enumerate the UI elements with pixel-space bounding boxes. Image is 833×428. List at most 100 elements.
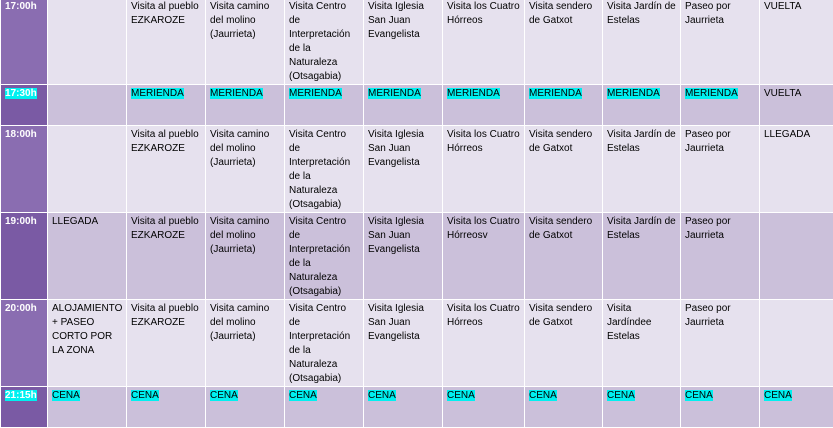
schedule-cell: Visita Iglesia San Juan Evangelista bbox=[364, 300, 443, 387]
activity-text: Paseo por Jaurrieta bbox=[685, 303, 731, 328]
time-cell: 20:00h bbox=[1, 300, 48, 387]
schedule-cell: Visita camino del molino (Jaurrieta) bbox=[206, 213, 285, 300]
activity-text: CENA bbox=[607, 390, 635, 401]
activity-text: Visita camino del molino (Jaurrieta) bbox=[210, 303, 269, 342]
activity-text: Paseo por Jaurrieta bbox=[685, 216, 731, 241]
activity-text: Visita Jardín de Estelas bbox=[607, 1, 676, 26]
schedule-cell: MERIENDA bbox=[525, 85, 603, 126]
time-cell: 17:30h bbox=[1, 85, 48, 126]
activity-text: Visita Iglesia San Juan Evangelista bbox=[368, 303, 424, 342]
schedule-cell: Visita Jardín de Estelas bbox=[603, 0, 681, 85]
time-label: 21:15h bbox=[5, 390, 37, 401]
activity-text: Visita Iglesia San Juan Evangelista bbox=[368, 216, 424, 255]
activity-text: Visita sendero de Gatxot bbox=[529, 1, 592, 26]
activity-text: Visita Jardín de Estelas bbox=[607, 216, 676, 241]
schedule-cell: Visita camino del molino (Jaurrieta) bbox=[206, 0, 285, 85]
activity-text: Visita Jardín de Estelas bbox=[607, 129, 676, 154]
time-label: 20:00h bbox=[5, 303, 37, 314]
activity-text: Visita al pueblo EZKAROZE bbox=[131, 1, 199, 26]
activity-text: VUELTA bbox=[764, 1, 801, 12]
schedule-cell: Visita Iglesia San Juan Evangelista bbox=[364, 0, 443, 85]
activity-text: Visita al pueblo EZKAROZE bbox=[131, 129, 199, 154]
activity-text: CENA bbox=[368, 390, 396, 401]
activity-text: CENA bbox=[210, 390, 238, 401]
activity-text: Visita al pueblo EZKAROZE bbox=[131, 303, 199, 328]
schedule-cell: Visita al pueblo EZKAROZE bbox=[127, 300, 206, 387]
schedule-cell: Visita camino del molino (Jaurrieta) bbox=[206, 126, 285, 213]
schedule-cell: CENA bbox=[760, 387, 833, 428]
activity-text: MERIENDA bbox=[685, 88, 738, 99]
schedule-cell: CENA bbox=[603, 387, 681, 428]
table-row: 20:00h ALOJAMIENTO + PASEO CORTO POR LA Z… bbox=[1, 300, 833, 387]
time-cell: 19:00h bbox=[1, 213, 48, 300]
schedule-cell: CENA bbox=[48, 387, 127, 428]
activity-text: MERIENDA bbox=[607, 88, 660, 99]
schedule-cell: MERIENDA bbox=[681, 85, 760, 126]
time-label: 18:00h bbox=[5, 129, 37, 140]
activity-text: LLEGADA bbox=[764, 129, 810, 140]
schedule-cell bbox=[48, 126, 127, 213]
schedule-cell: LLEGADA bbox=[760, 126, 833, 213]
schedule-cell bbox=[48, 85, 127, 126]
schedule-cell: CENA bbox=[525, 387, 603, 428]
schedule-cell: CENA bbox=[681, 387, 760, 428]
schedule-cell: CENA bbox=[364, 387, 443, 428]
schedule-cell: Visita los Cuatro Hórreos bbox=[443, 300, 525, 387]
table-row: 17:00h Visita al pueblo EZKAROZE Visita ca… bbox=[1, 0, 833, 85]
schedule-cell: Paseo por Jaurrieta bbox=[681, 213, 760, 300]
schedule-cell: Visita Jardíndee Estelas bbox=[603, 300, 681, 387]
activity-text: Visita Centro de Interpretación de la Na… bbox=[289, 303, 350, 384]
schedule-cell: VUELTA bbox=[760, 85, 833, 126]
schedule-cell: Visita sendero de Gatxot bbox=[525, 0, 603, 85]
time-label: 17:30h bbox=[5, 88, 37, 99]
time-cell: 17:00h bbox=[1, 0, 48, 85]
schedule-cell: Visita Centro de Interpretación de la Na… bbox=[285, 0, 364, 85]
schedule-cell: Visita sendero de Gatxot bbox=[525, 126, 603, 213]
schedule-cell: LLEGADA bbox=[48, 213, 127, 300]
activity-text: MERIENDA bbox=[447, 88, 500, 99]
activity-text: MERIENDA bbox=[368, 88, 421, 99]
schedule-cell: CENA bbox=[127, 387, 206, 428]
activity-text: Visita los Cuatro Hórreos bbox=[447, 129, 520, 154]
schedule-cell: CENA bbox=[285, 387, 364, 428]
time-label: 17:00h bbox=[5, 1, 37, 12]
activity-text: Visita los Cuatro Hórreos bbox=[447, 303, 520, 328]
schedule-cell: Visita Jardín de Estelas bbox=[603, 213, 681, 300]
activity-text: Visita Centro de Interpretación de la Na… bbox=[289, 216, 350, 297]
schedule-cell: CENA bbox=[206, 387, 285, 428]
schedule-cell: MERIENDA bbox=[443, 85, 525, 126]
schedule-cell: MERIENDA bbox=[206, 85, 285, 126]
schedule-cell: Visita Iglesia San Juan Evangelista bbox=[364, 126, 443, 213]
activity-text: CENA bbox=[52, 390, 80, 401]
schedule-cell: Visita Centro de Interpretación de la Na… bbox=[285, 213, 364, 300]
schedule-cell: Paseo por Jaurrieta bbox=[681, 300, 760, 387]
schedule-cell: Visita los Cuatro Hórreosv bbox=[443, 213, 525, 300]
schedule-cell: Visita Centro de Interpretación de la Na… bbox=[285, 126, 364, 213]
activity-text: Visita los Cuatro Hórreos bbox=[447, 1, 520, 26]
schedule-cell bbox=[48, 0, 127, 85]
table-row: 18:00h Visita al pueblo EZKAROZE Visita ca… bbox=[1, 126, 833, 213]
schedule-cell: Visita Iglesia San Juan Evangelista bbox=[364, 213, 443, 300]
schedule-cell: Visita los Cuatro Hórreos bbox=[443, 126, 525, 213]
schedule-cell: MERIENDA bbox=[285, 85, 364, 126]
schedule-cell: Visita camino del molino (Jaurrieta) bbox=[206, 300, 285, 387]
activity-text: VUELTA bbox=[764, 88, 801, 99]
activity-text: Visita sendero de Gatxot bbox=[529, 303, 592, 328]
activity-text: MERIENDA bbox=[210, 88, 263, 99]
activity-text: CENA bbox=[529, 390, 557, 401]
activity-text: MERIENDA bbox=[289, 88, 342, 99]
activity-text: MERIENDA bbox=[131, 88, 184, 99]
schedule-cell: ALOJAMIENTO + PASEO CORTO POR LA ZONA bbox=[48, 300, 127, 387]
activity-text: Visita camino del molino (Jaurrieta) bbox=[210, 129, 269, 168]
schedule-cell: Visita sendero de Gatxot bbox=[525, 213, 603, 300]
activity-text: ALOJAMIENTO + PASEO CORTO POR LA ZONA bbox=[52, 303, 122, 356]
schedule-cell: Visita al pueblo EZKAROZE bbox=[127, 0, 206, 85]
schedule-cell: Visita al pueblo EZKAROZE bbox=[127, 213, 206, 300]
schedule-cell: MERIENDA bbox=[127, 85, 206, 126]
activity-text: CENA bbox=[289, 390, 317, 401]
schedule-cell: MERIENDA bbox=[603, 85, 681, 126]
activity-text: Visita camino del molino (Jaurrieta) bbox=[210, 1, 269, 40]
activity-text: CENA bbox=[447, 390, 475, 401]
